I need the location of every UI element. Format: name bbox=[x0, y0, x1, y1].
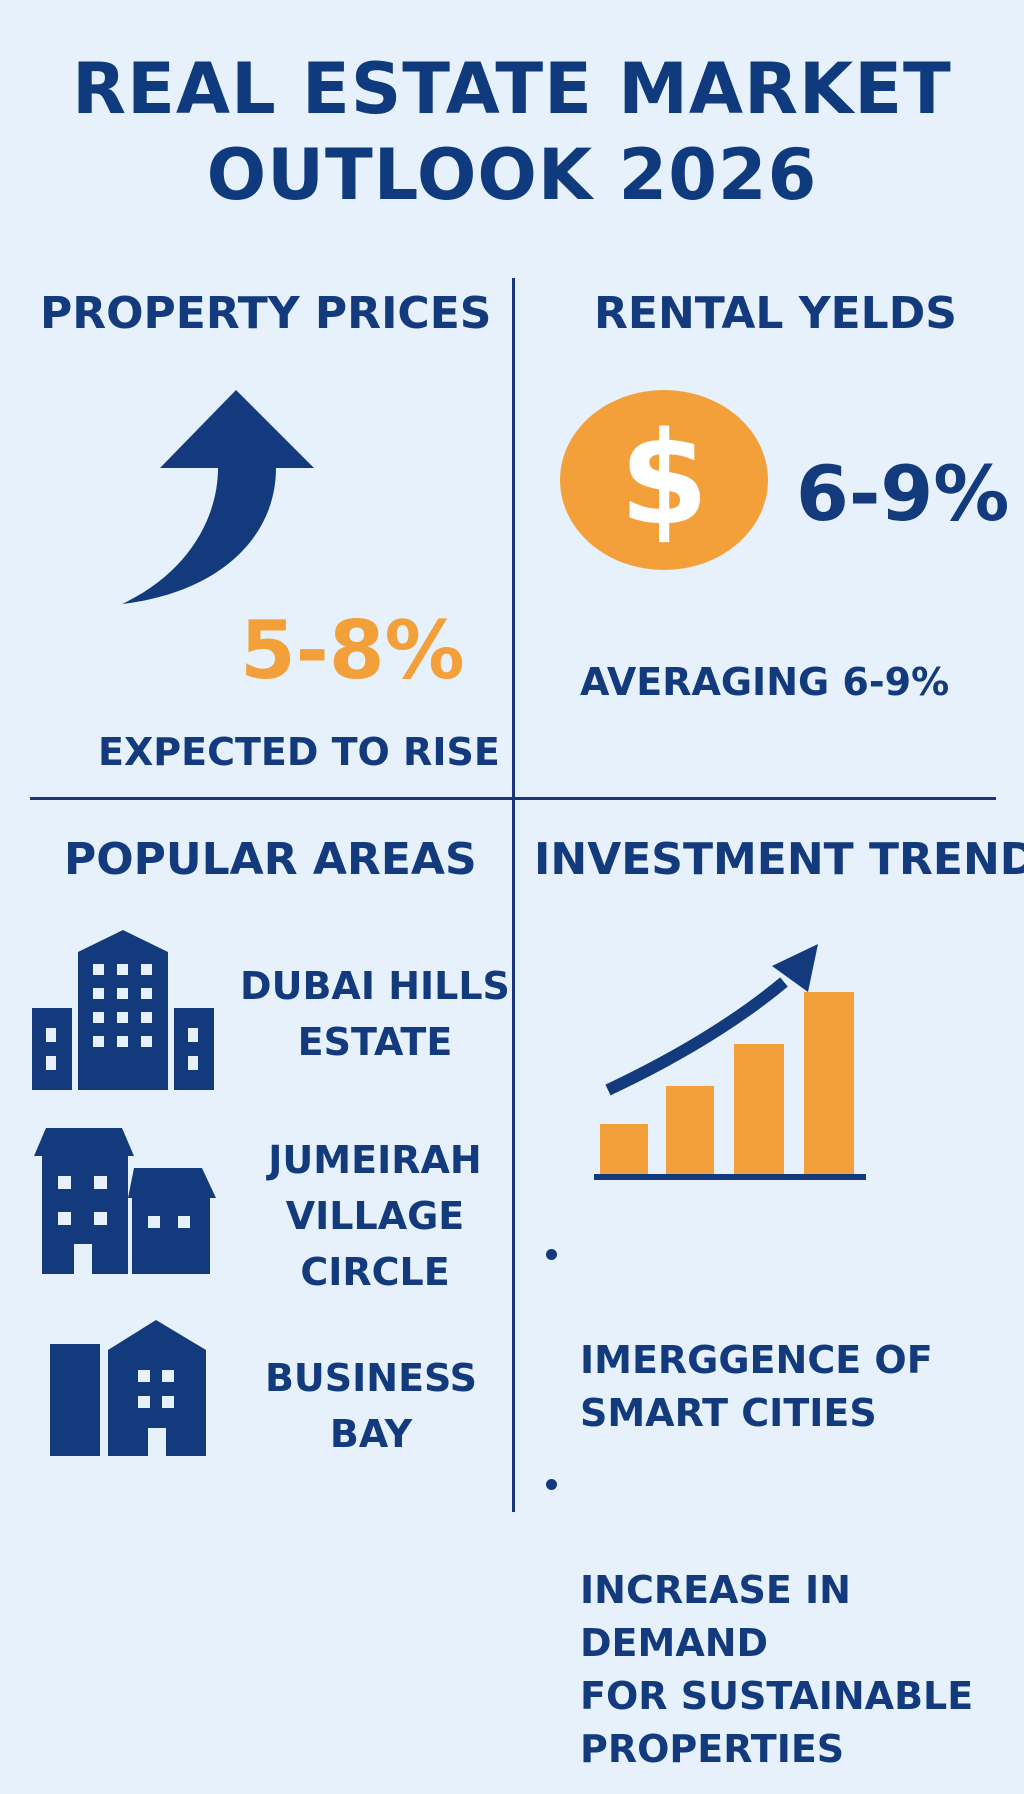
area-name-line: CIRCLE bbox=[300, 1250, 450, 1294]
property-prices-heading: PROPERTY PRICES bbox=[40, 288, 492, 339]
list-item: INCREASE IN DEMAND FOR SUSTAINABLE PROPE… bbox=[540, 1458, 1024, 1776]
area-dubai-hills-estate: DUBAI HILLS ESTATE bbox=[240, 958, 510, 1070]
horizontal-divider bbox=[30, 797, 996, 800]
property-prices-value: 5-8% bbox=[240, 604, 465, 697]
buildings-icon bbox=[50, 1320, 210, 1456]
bullet-dot-icon bbox=[546, 1249, 557, 1260]
list-item-text: IMERGGENCE OF SMART CITIES bbox=[580, 1338, 933, 1435]
area-name-line: JUMEIRAH bbox=[268, 1138, 482, 1182]
area-name-line: ESTATE bbox=[297, 1020, 453, 1064]
area-name-line: BUSINESS bbox=[264, 1356, 478, 1400]
area-name-line: VILLAGE bbox=[285, 1194, 465, 1238]
dollar-sign-glyph: $ bbox=[619, 405, 709, 554]
title-line-2: OUTLOOK 2026 bbox=[206, 134, 818, 216]
rental-yields-caption: AVERAGING 6-9% bbox=[580, 660, 950, 704]
popular-areas-heading: POPULAR AREAS bbox=[64, 834, 477, 885]
townhouse-icon bbox=[34, 1128, 218, 1274]
list-item-text: INCREASE IN DEMAND FOR SUSTAINABLE PROPE… bbox=[580, 1568, 974, 1771]
list-item: IMERGGENCE OF SMART CITIES bbox=[540, 1228, 1024, 1440]
growth-bar-chart-icon bbox=[594, 940, 870, 1188]
dollar-coin-icon: $ bbox=[560, 390, 770, 570]
investment-trends-list: IMERGGENCE OF SMART CITIES INCREASE IN D… bbox=[540, 1228, 1024, 1794]
investment-trends-heading: INVESTMENT TRENDS bbox=[534, 834, 1024, 885]
area-business-bay: BUSINESS BAY bbox=[236, 1350, 506, 1462]
office-tower-icon bbox=[32, 928, 214, 1090]
rental-yields-heading: RENTAL YELDS bbox=[594, 288, 957, 339]
area-name-line: DUBAI HILLS bbox=[240, 964, 510, 1008]
area-name-line: BAY bbox=[329, 1412, 413, 1456]
area-jumeirah-village-circle: JUMEIRAH VILLAGE CIRCLE bbox=[240, 1132, 510, 1300]
rental-yields-value: 6-9% bbox=[796, 449, 1010, 538]
title-line-1: REAL ESTATE MARKET bbox=[72, 48, 952, 130]
property-prices-caption: EXPECTED TO RISE bbox=[98, 730, 500, 774]
investment-trends-heading-wrap: INVESTMENT TRENDS bbox=[534, 834, 1024, 886]
bullet-dot-icon bbox=[546, 1479, 557, 1490]
arrow-up-curved-icon bbox=[118, 388, 318, 610]
page-title: REAL ESTATE MARKET OUTLOOK 2026 bbox=[0, 46, 1024, 218]
vertical-divider bbox=[512, 278, 515, 1512]
